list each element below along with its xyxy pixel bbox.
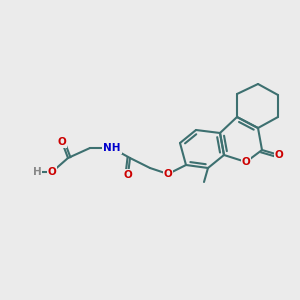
Text: O: O [58, 137, 66, 147]
Text: O: O [124, 170, 132, 180]
Text: H: H [33, 167, 41, 177]
Text: O: O [48, 167, 56, 177]
Text: NH: NH [103, 143, 121, 153]
Text: O: O [164, 169, 172, 179]
Text: O: O [242, 157, 250, 167]
Text: O: O [274, 150, 284, 160]
